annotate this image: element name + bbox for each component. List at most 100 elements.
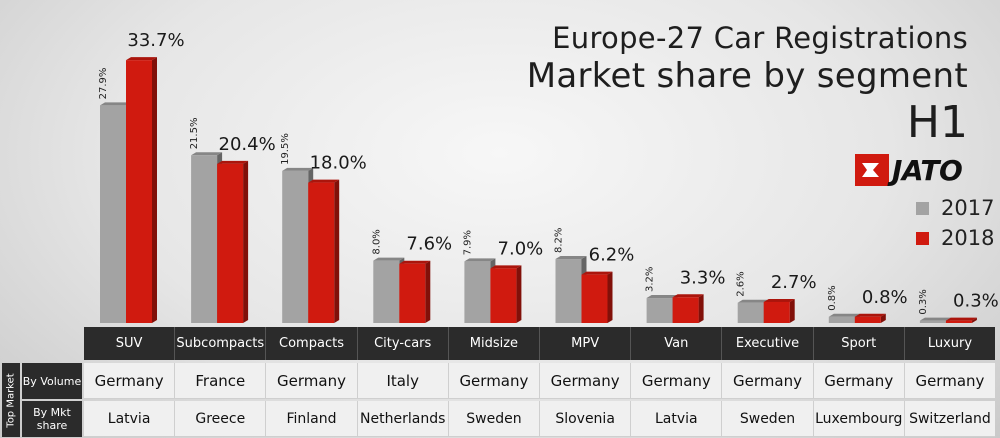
by-volume-cell-mpv: Germany (540, 363, 632, 399)
by-mkt-share-cell-sport: Luxembourg (813, 401, 905, 437)
bar-top-2018-mpv (581, 271, 613, 275)
legend-item-2018: 2018 (916, 226, 994, 250)
category-label-sport: Sport (814, 327, 905, 360)
data-label-2018-mpv: 6.2% (589, 245, 635, 266)
bar-2018-mpv (581, 274, 608, 323)
data-label-2018-van: 3.3% (680, 267, 726, 288)
by-mkt-share-cell-suv: Latvia (84, 401, 176, 437)
bar-side-2018-executive (789, 298, 795, 323)
legend-swatch-2017 (916, 201, 929, 215)
data-label-2017-van: 3.2% (645, 267, 656, 292)
by-volume-cell-city-cars: Italy (357, 363, 449, 399)
by-mkt-share-cell-subcompacts: Greece (175, 401, 267, 437)
jato-logo-icon (855, 154, 889, 186)
chart-title-line3: H1 (906, 97, 968, 148)
data-label-2017-midsize: 7.9% (462, 230, 473, 255)
chart-title-line2: Market share by segment (526, 56, 968, 96)
legend-label-2018: 2018 (941, 226, 995, 250)
bar-2017-midsize (464, 261, 491, 323)
by-mkt-share-cell-city-cars: Netherlands (357, 401, 449, 437)
top-market-table: SUV Subcompacts Compacts City-cars Midsize MP… (0, 327, 1000, 438)
category-label-compacts: Compacts (266, 327, 358, 360)
category-label-mpv: MPV (540, 327, 632, 360)
bar-side-2018-van (698, 294, 704, 323)
data-label-2018-executive: 2.7% (771, 272, 817, 293)
data-label-2017-subcompacts: 21.5% (189, 118, 200, 150)
data-label-2018-sport: 0.8% (862, 287, 908, 308)
data-label-2018-city-cars: 7.6% (406, 234, 452, 255)
bar-2018-executive (763, 301, 790, 323)
row-label-by-mkt-share: By Mkt share (22, 401, 82, 437)
top-market-label: Top Market (5, 372, 17, 428)
bar-2018-luxury (945, 320, 972, 323)
data-label-2018-suv: 33.7% (127, 30, 184, 51)
bar-2017-compacts (282, 170, 309, 323)
bar-top-2017-midsize (464, 258, 496, 262)
bar-side-2018-luxury (971, 317, 977, 323)
by-volume-cell-midsize: Germany (448, 363, 541, 399)
data-label-2018-compacts: 18.0% (310, 153, 367, 174)
bar-top-2017-city-cars (373, 257, 405, 261)
legend-label-2017: 2017 (941, 196, 995, 220)
jato-logo-text: JATO (892, 153, 963, 187)
bar-2017-city-cars (373, 260, 400, 323)
bar-2017-luxury (919, 320, 946, 323)
bar-2017-executive (737, 302, 764, 323)
category-label-suv: SUV (84, 327, 176, 360)
bar-side-2018-mpv (607, 271, 613, 323)
category-label-luxury: Luxury (927, 336, 973, 351)
bar-top-2017-executive (737, 299, 769, 303)
bar-side-2018-city-cars (425, 260, 431, 323)
category-label-executive: Executive (722, 327, 814, 360)
bar-2018-compacts (308, 182, 335, 323)
by-volume-row: Germany France Germany Italy Germany Germany G… (84, 363, 996, 399)
bar-top-2017-luxury (919, 317, 951, 321)
bar-side-2018-subcompacts (243, 160, 249, 323)
bar-top-2018-compacts (308, 179, 340, 183)
bar-2017-suv (100, 105, 126, 323)
by-mkt-share-row: Latvia Greece Finland Netherlands Sweden Slov… (84, 401, 996, 437)
data-label-2017-luxury: 0.3% (918, 289, 929, 314)
data-label-2017-suv: 27.9% (98, 68, 109, 100)
bar-2017-subcompacts (191, 155, 218, 323)
data-label-2018-subcompacts: 20.4% (219, 134, 276, 155)
category-label-van: Van (631, 327, 723, 360)
bar-2018-city-cars (399, 263, 426, 323)
category-label-city-cars: City-cars (358, 327, 449, 360)
top-market-side-label: Top Market (2, 363, 20, 437)
by-volume-cell-subcompacts: France (175, 363, 267, 399)
data-label-2017-sport: 0.8% (827, 285, 838, 310)
bar-2018-van (672, 297, 699, 323)
bar-2017-sport (828, 316, 855, 323)
bar-2018-sport (854, 316, 881, 323)
by-volume-cell-luxury: Germany (904, 363, 996, 399)
bar-2017-van (646, 298, 673, 323)
by-volume-cell-executive: Germany (722, 363, 814, 399)
bar-top-2017-mpv (555, 256, 587, 260)
bar-side-2018-midsize (516, 265, 522, 323)
bar-top-2018-luxury (945, 317, 977, 321)
by-mkt-share-cell-compacts: Finland (266, 401, 358, 437)
data-label-2017-city-cars: 8.0% (371, 229, 382, 254)
bar-2017-mpv (555, 259, 582, 323)
category-label-midsize: Midsize (449, 327, 541, 360)
segment-header-row: SUV Subcompacts Compacts City-cars Midsize MP… (84, 327, 995, 360)
legend-swatch-2018 (916, 231, 929, 245)
by-volume-cell-compacts: Germany (266, 363, 358, 399)
chart-title-line1: Europe-27 Car Registrations (552, 21, 968, 55)
chart-title-block: Europe-27 Car Registrations Market share… (527, 20, 968, 148)
bar-top-2017-subcompacts (191, 152, 223, 156)
category-label-subcompacts: Subcompacts (175, 327, 267, 360)
row-label-by-volume: By Volume (22, 363, 82, 399)
bar-side-2018-compacts (334, 179, 340, 323)
data-label-2017-compacts: 19.5% (280, 133, 291, 165)
bar-2018-suv (126, 60, 152, 323)
data-label-2018-luxury: 0.3% (953, 291, 999, 312)
legend-item-2017: 2017 (916, 196, 994, 220)
bar-side-2018-suv (152, 57, 157, 323)
by-volume-cell-van: Germany (631, 363, 723, 399)
by-volume-cell-sport: Germany (813, 363, 905, 399)
bar-top-2018-suv (126, 57, 157, 61)
by-volume-cell-suv: Germany (84, 363, 176, 399)
